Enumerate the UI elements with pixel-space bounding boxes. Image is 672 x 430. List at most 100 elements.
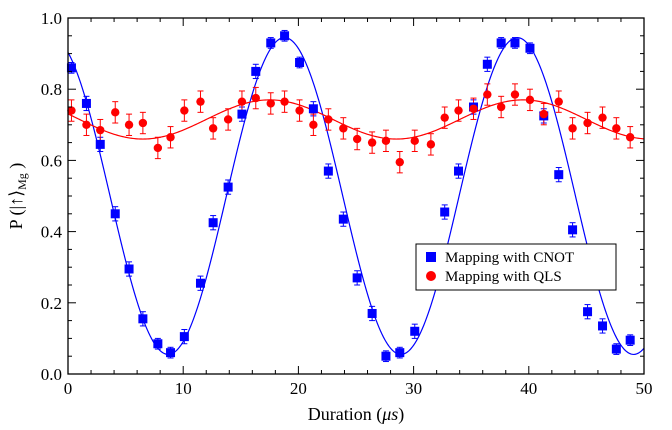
data-point-qls — [309, 120, 318, 129]
y-axis-label-close: ) — [6, 163, 27, 169]
data-point-qls — [280, 97, 289, 106]
data-point-cnot — [195, 278, 205, 288]
data-point-cnot — [95, 139, 105, 149]
legend-box — [415, 243, 617, 291]
data-point-cnot — [153, 339, 163, 349]
data-point-cnot — [367, 308, 377, 318]
data-point-qls — [208, 124, 218, 133]
data-point-cnot — [352, 273, 362, 283]
data-point-cnot — [381, 351, 391, 361]
data-point-cnot — [611, 344, 621, 354]
y-tick-label: 0.4 — [41, 223, 63, 242]
data-point-qls — [612, 124, 621, 133]
data-point-qls — [598, 113, 607, 122]
data-point-qls — [426, 140, 436, 149]
data-point-qls — [196, 97, 205, 106]
data-point-cnot — [454, 166, 464, 176]
data-point-qls — [324, 115, 333, 124]
data-point-cnot — [598, 321, 608, 331]
y-axis-label: P (|↑⟩Mg ) — [6, 163, 30, 230]
x-axis-label-suffix: ) — [398, 404, 404, 425]
y-tick-label: 1.0 — [41, 9, 62, 28]
plot-frame — [67, 17, 645, 375]
data-point-qls — [352, 134, 362, 144]
data-point-cnot — [496, 38, 506, 48]
data-point-cnot — [568, 225, 578, 235]
data-point-qls — [67, 106, 76, 115]
fit-curves — [67, 36, 645, 356]
data-point-qls — [395, 157, 404, 167]
x-axis-label-prefix: Duration ( — [308, 404, 382, 425]
y-axis-label-main: P (|↑⟩ — [6, 190, 27, 229]
data-point-cnot — [208, 218, 218, 228]
fit-curve-1 — [67, 99, 645, 140]
data-point-qls — [496, 102, 506, 112]
x-tick-label: 20 — [290, 379, 307, 398]
data-point-qls — [410, 136, 419, 146]
data-point-qls — [454, 106, 463, 115]
data-point-cnot — [554, 170, 564, 180]
data-point-qls — [525, 95, 535, 105]
y-tick-label: 0.6 — [41, 151, 62, 170]
data-point-qls — [583, 118, 592, 128]
data-point-cnot — [338, 214, 348, 224]
data-point-cnot — [66, 63, 76, 73]
data-point-cnot — [266, 38, 276, 48]
data-point-qls — [554, 97, 563, 106]
y-tick-label: 0.8 — [41, 80, 62, 99]
x-tick-label: 10 — [175, 379, 192, 398]
legend-label-qls: Mapping with QLS — [445, 269, 562, 285]
data-point-qls — [82, 120, 91, 129]
data-point-qls — [568, 124, 577, 133]
data-point-qls — [483, 90, 492, 99]
data-point-cnot — [166, 348, 176, 358]
data-point-cnot — [110, 209, 120, 219]
data-point-qls — [469, 104, 478, 113]
x-tick-label: 0 — [64, 379, 73, 398]
error-bars — [68, 29, 634, 363]
data-point-qls — [166, 133, 175, 142]
data-point-cnot — [323, 166, 333, 176]
data-point-qls — [295, 106, 304, 115]
data-point-cnot — [308, 104, 318, 114]
data-point-cnot — [179, 332, 189, 342]
data-point-qls — [539, 109, 548, 119]
data-point-qls — [138, 118, 148, 128]
data-point-qls — [367, 138, 377, 147]
data-point-cnot — [625, 335, 635, 345]
data-point-qls — [237, 97, 247, 106]
data-point-cnot — [395, 348, 405, 358]
data-point-cnot — [251, 66, 261, 76]
data-markers — [66, 31, 635, 361]
data-point-cnot — [223, 182, 233, 192]
legend-marker-qls — [426, 271, 436, 281]
data-point-cnot — [81, 98, 91, 108]
y-tick-label: 0.2 — [41, 294, 62, 313]
data-point-cnot — [237, 109, 247, 119]
data-point-cnot — [138, 314, 148, 324]
fit-curve-0 — [67, 36, 645, 356]
data-point-cnot — [583, 307, 593, 317]
data-point-qls — [153, 143, 163, 153]
y-tick-label: 0.0 — [41, 365, 62, 384]
data-point-cnot — [410, 326, 420, 336]
data-point-qls — [251, 93, 260, 103]
legend: Mapping with CNOT Mapping with QLS — [415, 243, 617, 291]
data-point-qls — [266, 99, 275, 108]
y-axis-label-subscript: Mg — [15, 173, 29, 190]
x-axis-label: Duration (μs) — [308, 404, 405, 425]
axis-ticks: 0 10 20 30 40 50 0.0 0.2 0.4 0.6 0.8 1.0 — [41, 9, 653, 398]
x-tick-label: 40 — [520, 379, 537, 398]
x-tick-label: 30 — [405, 379, 422, 398]
data-point-cnot — [440, 207, 450, 217]
data-point-qls — [510, 90, 520, 99]
data-point-qls — [180, 106, 189, 115]
data-point-qls — [625, 133, 635, 142]
data-point-cnot — [482, 59, 492, 69]
x-axis-label-unit: μs — [381, 404, 398, 424]
data-point-qls — [440, 113, 449, 122]
legend-marker-cnot — [426, 252, 436, 262]
data-point-qls — [381, 136, 391, 146]
data-point-cnot — [280, 31, 290, 41]
